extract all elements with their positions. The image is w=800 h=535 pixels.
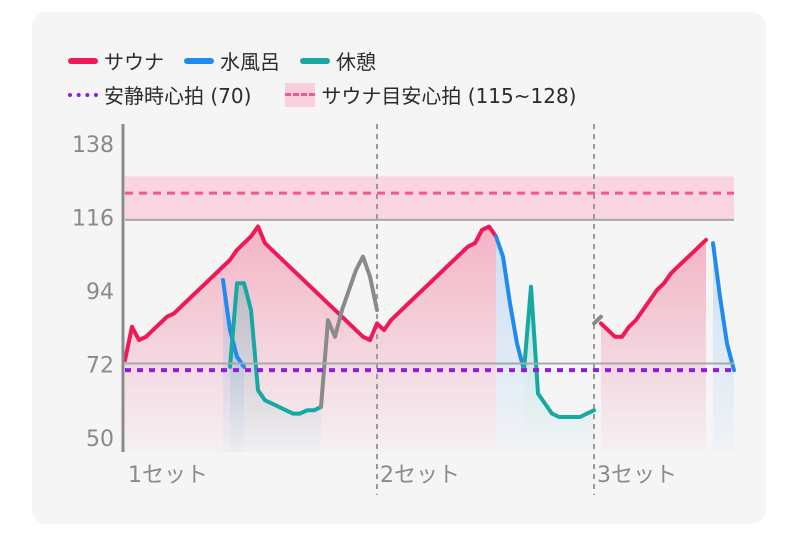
x-set-label: 1セット xyxy=(128,463,208,488)
cold_bath-line xyxy=(494,234,526,373)
sauna-target-band xyxy=(125,176,734,220)
rest-area xyxy=(524,286,594,452)
legend-label-rest: 休憩 xyxy=(336,50,376,74)
legend-item-sauna-target[interactable]: サウナ目安心拍 (115~128) xyxy=(285,80,577,109)
legend-row-1: サウナ 水風呂 休憩 xyxy=(68,46,396,75)
sauna-area xyxy=(125,226,496,452)
rest-line xyxy=(522,284,596,419)
y-tick-label: 138 xyxy=(72,133,114,158)
legend-label-sauna-target: サウナ目安心拍 (115~128) xyxy=(321,84,577,108)
sauna-area xyxy=(601,239,706,452)
legend-item-resting-hr[interactable]: 安静時心拍 (70) xyxy=(68,80,251,109)
rest-area xyxy=(230,283,321,452)
sauna-swatch xyxy=(68,57,98,64)
cold-bath-swatch xyxy=(184,57,214,64)
x-set-label: 3セット xyxy=(597,463,677,488)
legend-label-cold-bath: 水風呂 xyxy=(220,50,280,74)
other-line xyxy=(319,254,379,409)
rest-swatch xyxy=(300,57,330,64)
sauna-line xyxy=(599,237,708,339)
sauna-target-swatch xyxy=(285,82,316,107)
legend-row-2: 安静時心拍 (70) サウナ目安心拍 (115~128) xyxy=(68,80,597,109)
cold_bath-line xyxy=(711,241,736,373)
x-set-label: 2セット xyxy=(380,463,460,488)
legend-label-sauna: サウナ xyxy=(104,50,164,74)
legend-label-resting-hr: 安静時心拍 (70) xyxy=(104,84,252,108)
other-line xyxy=(592,314,603,326)
y-tick-label: 116 xyxy=(72,207,114,232)
y-tick-label: 72 xyxy=(86,354,114,379)
legend-item-sauna[interactable]: サウナ xyxy=(68,46,164,75)
sauna-line xyxy=(123,224,498,363)
resting-hr-swatch xyxy=(68,92,98,97)
y-tick-label: 94 xyxy=(86,280,114,305)
cold_bath-area xyxy=(496,236,524,452)
rest-line xyxy=(228,281,323,416)
y-tick-label: 50 xyxy=(86,427,114,452)
legend-item-cold-bath[interactable]: 水風呂 xyxy=(184,46,280,75)
legend-item-rest[interactable]: 休憩 xyxy=(300,46,376,75)
